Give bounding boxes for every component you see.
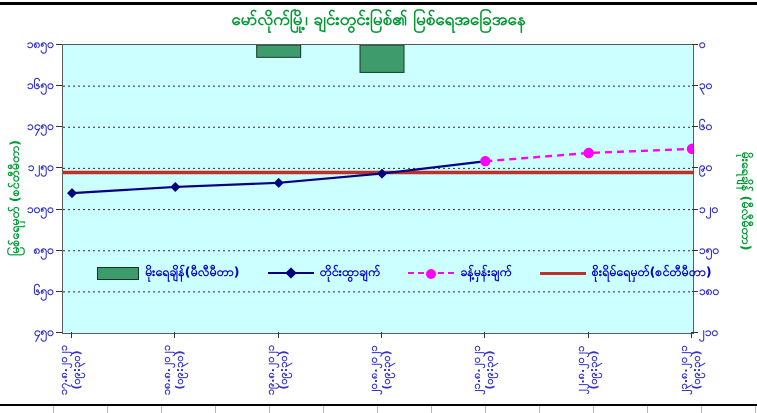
- x-axis-tick-mark: [174, 332, 176, 338]
- left-axis-tick-label: ၁၈၅၀: [26, 37, 54, 51]
- left-axis-tick-label: ၈၅၀: [33, 242, 54, 257]
- x-axis-tick-mark: [277, 332, 279, 338]
- top-border-line: [0, 2, 757, 5]
- measured-marker: [273, 177, 284, 188]
- x-label-time: (၀၉:၃၀): [276, 350, 290, 390]
- left-axis-tick-mark: [56, 332, 62, 333]
- chart-title: မော်လိုက်မြို့၊ ချင်းတွင်းမြစ်၏ မြစ်ရေအခ…: [231, 10, 526, 30]
- legend-item-forecast: ခန့်မှန်းချက်: [408, 264, 512, 283]
- rain-bar: [359, 45, 405, 73]
- x-label-time: (၀၉:၃၀): [586, 350, 600, 390]
- plot-area: မိုးရေချိန်(မီလီမီတာ) တိုင်းထွာချက် ခန့်မှ…: [62, 44, 712, 334]
- x-label-time: (၀၉:၃၀): [70, 350, 83, 390]
- x-label-date: ၁၈.၈.၂၀၂၁: [160, 344, 174, 396]
- right-axis-tick-label: ၁၂၀: [699, 201, 719, 216]
- right-axis-tick-label: ၁၅၀: [699, 242, 720, 257]
- x-axis-label: ၁၇.၈.၂၀၂၁ (၀၉:၃၀): [57, 335, 83, 405]
- x-label-date: ၂၃.၈.၂၀၂၁: [677, 345, 690, 395]
- circle-marker-icon: [426, 269, 437, 279]
- left-axis-tick-mark: [56, 44, 62, 45]
- left-axis-tick-label: ၄၅၀: [33, 325, 54, 339]
- left-axis-tick-label: ၁၀၅၀: [27, 201, 54, 216]
- x-label-date: ၂၀.၈.၂၀၂၁: [367, 345, 380, 395]
- measured-marker: [377, 168, 387, 179]
- left-axis-tick-label: ၁၄၅၀: [27, 119, 54, 134]
- legend-swatch-rainfall: [97, 266, 139, 280]
- left-axis-tick-mark: [56, 290, 62, 292]
- right-axis-tick-label: ၂၁၀: [699, 325, 719, 339]
- right-axis-tick-mark: [692, 44, 698, 45]
- forecast-marker: [480, 156, 491, 167]
- chart-legend: မိုးရေချိန်(မီလီမီတာ) တိုင်းထွာချက် ခန့်မှ…: [97, 257, 712, 289]
- right-axis-tick-label: ၁၈၀: [699, 283, 720, 298]
- forecast-marker: [583, 147, 594, 159]
- legend-label-measured: တိုင်းထွာချက်: [319, 263, 381, 279]
- x-label-time: (၀၉:၃၀): [380, 350, 393, 390]
- x-axis-tick-mark: [381, 332, 382, 338]
- x-label-date: ၂၂.၈.၂၀၂၁: [573, 345, 587, 395]
- left-axis-tick-mark: [56, 167, 62, 169]
- right-axis-tick-mark: [692, 290, 698, 292]
- legend-item-measured: တိုင်းထွာချက်: [267, 263, 381, 283]
- right-axis-tick-label: ၀: [699, 37, 706, 51]
- right-axis-tick-mark: [692, 208, 698, 210]
- x-axis-label: ၂၁.၈.၂၀၂၁ (၀၉:၃၀): [470, 335, 496, 405]
- left-axis-tick-label: ၆၅၀: [33, 283, 54, 298]
- right-axis-tick-mark: [692, 126, 698, 128]
- x-axis-tick-mark: [71, 332, 72, 338]
- x-label-date: ၁၉.၈.၂၀၂၁: [263, 344, 277, 396]
- diamond-marker-icon: [284, 267, 297, 279]
- x-axis-tick-mark: [691, 332, 692, 338]
- legend-label-danger: စိုးရိမ်ရေမှတ်(စင်တီမီတာ): [591, 263, 712, 279]
- x-label-date: ၂၁.၈.၂၀၂၁: [470, 345, 484, 395]
- spreadsheet-cells-strip: [0, 406, 757, 413]
- legend-item-danger: စိုးရိမ်ရေမှတ်(စင်တီမီတာ): [539, 263, 712, 283]
- x-axis-tick-mark: [587, 332, 589, 338]
- legend-item-rainfall: မိုးရေချိန်(မီလီမီတာ): [97, 264, 240, 283]
- forecast-series-line: [485, 147, 693, 163]
- x-axis-label: ၂၂.၈.၂၀၂၁ (၀၉:၃၀): [574, 335, 600, 405]
- right-axis-tick-label: ၉၀: [699, 160, 713, 175]
- x-axis-tick-mark: [484, 332, 486, 338]
- right-axis-tick-mark: [692, 249, 698, 251]
- right-axis-tick-label: ၆၀: [699, 119, 713, 134]
- legend-label-forecast: ခန့်မှန်းချက်: [460, 263, 512, 279]
- legend-swatch-danger: [539, 271, 586, 275]
- right-axis-tick-mark: [692, 85, 698, 87]
- measured-marker: [170, 181, 181, 192]
- x-label-time: (၀၉:၃၀): [483, 350, 497, 390]
- measured-series-line: [71, 160, 486, 195]
- right-axis-tick-mark: [692, 167, 698, 169]
- x-label-time: (၀၉:၃၀): [690, 350, 703, 390]
- right-axis-tick-label: ၃၀: [699, 78, 713, 93]
- right-axis-tick-mark: [692, 332, 698, 333]
- left-axis-tick-mark: [56, 85, 62, 87]
- legend-swatch-measured: [267, 267, 314, 279]
- legend-swatch-forecast: [408, 269, 455, 279]
- chart-canvas: [63, 45, 693, 293]
- x-axis-label: ၁၉.၈.၂၀၂၁ (၀၉:၃၀): [264, 335, 290, 405]
- x-axis-label: ၂၀.၈.၂၀၂၁ (၀၉:၃၀): [367, 335, 393, 405]
- bottom-border-line: [0, 404, 757, 406]
- x-axis-label: ၂၃.၈.၂၀၂၁ (၀၉:၃၀): [677, 335, 703, 405]
- measured-marker: [67, 188, 77, 199]
- forecast-marker: [686, 143, 693, 155]
- legend-label-rainfall: မိုးရေချိန်(မီလီမီတာ): [145, 263, 240, 279]
- left-axis-tick-mark: [56, 208, 62, 210]
- x-label-date: ၁၇.၈.၂၀၂၁: [57, 344, 70, 396]
- rain-bar: [256, 45, 302, 58]
- left-axis-tick-label: ၁၆၅၀: [27, 78, 54, 93]
- x-axis-label: ၁၈.၈.၂၀၂၁ (၀၉:၃၀): [160, 335, 186, 405]
- left-axis-tick-mark: [56, 126, 62, 128]
- left-axis-tick-mark: [56, 249, 62, 251]
- x-label-time: (၀၉:၃၀): [173, 350, 187, 390]
- left-axis-tick-label: ၁၂၅၀: [27, 160, 54, 175]
